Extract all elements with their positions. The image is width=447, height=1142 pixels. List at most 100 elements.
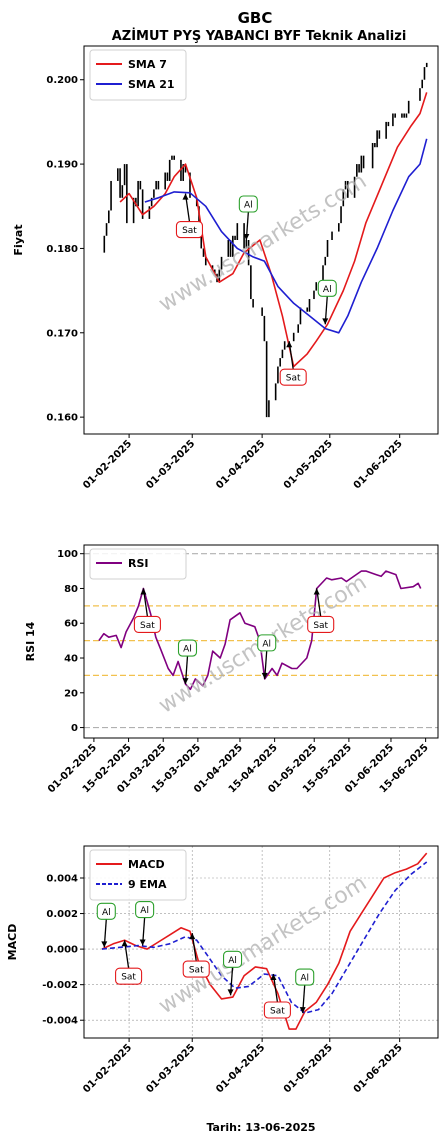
y-tick-label: 0.170 [46, 328, 78, 339]
plot-area [84, 846, 438, 1038]
x-tick-label: 01-06-2025 [352, 438, 405, 491]
y-axis-label: RSI 14 [24, 621, 37, 661]
y-tick-label: 0.004 [46, 874, 78, 885]
buy-signal-label: Al [228, 956, 237, 966]
x-tick-label: 01-02-2025 [81, 1042, 134, 1095]
y-tick-label: 0.190 [46, 160, 78, 171]
annotation-box [182, 960, 210, 978]
sell-signal-label: Sat [286, 374, 301, 384]
series-macd-line [101, 852, 428, 1030]
y-tick-label: 0.160 [46, 413, 78, 424]
buy-signal-label: Al [300, 974, 309, 984]
x-tick-label: 01-03-2025 [144, 438, 197, 491]
legend-box [89, 548, 187, 580]
y-tick-label: 0.180 [46, 244, 78, 255]
annotation-box [279, 368, 307, 386]
legend-label: 9 EMA [128, 878, 167, 891]
annotation-box [135, 901, 155, 919]
x-tick-label: 01-02-2025 [81, 438, 134, 491]
y-tick-label: 0.002 [46, 909, 78, 920]
annotation-box [96, 902, 116, 920]
annotation-box [307, 615, 335, 634]
annotation-arrowhead [299, 1007, 306, 1014]
legend-box [89, 849, 187, 901]
annotation-arrowhead [182, 678, 189, 685]
figure-title: AZİMUT PYŞ YABANCI BYF Teknik Analizi [112, 28, 407, 44]
figure-symbol: GBC [238, 9, 273, 27]
sell-signal-label: Sat [140, 621, 155, 631]
annotation-arrowhead [261, 672, 268, 679]
buy-signal-label: Al [140, 906, 149, 916]
y-tick-label: 20 [64, 688, 78, 699]
annotation-arrowhead [322, 318, 329, 325]
x-tick-label: 01-04-2025 [214, 438, 267, 491]
y-tick-label: 100 [57, 549, 78, 560]
buy-signal-label: Al [262, 639, 271, 649]
sell-signal-label: Sat [313, 621, 328, 631]
y-axis-label: MACD [6, 924, 19, 961]
annotation-arrowhead [243, 234, 250, 240]
sell-signal-label: Sat [121, 973, 136, 983]
axes-frame [83, 845, 439, 1039]
annotation-arrowhead [182, 193, 189, 200]
plot-area [103, 62, 428, 418]
x-tick-label: 01-05-2025 [282, 438, 335, 491]
x-tick-label: 01-05-2025 [282, 1042, 335, 1095]
sell-signal-label: Sat [270, 1007, 285, 1017]
annotation-box [177, 639, 198, 657]
legend-label: RSI [128, 557, 149, 570]
annotation-box [263, 1001, 291, 1019]
annotation-arrowhead [139, 939, 146, 946]
rsi-panel: www.uscmarkets.comSatAlAlSat020406080100… [24, 544, 439, 795]
annotation-box [115, 967, 143, 985]
annotation-arrowhead [101, 941, 108, 948]
annotation-box [133, 615, 161, 634]
y-tick-label: 40 [64, 654, 78, 665]
legend-label: MACD [128, 858, 165, 871]
annotation-arrowhead [140, 588, 147, 595]
buy-signal-label: Al [323, 285, 332, 295]
series-9-ema-line [101, 861, 428, 1014]
y-tick-label: 0.000 [46, 945, 78, 956]
x-tick-label: 01-04-2025 [214, 1042, 267, 1095]
y-tick-label: 80 [64, 584, 78, 595]
macd-panel: www.uscmarkets.comAlSatAlSatAlSatAl-0.00… [6, 845, 439, 1095]
watermark-text: www.uscmarkets.com [154, 871, 371, 1019]
legend-label: SMA 21 [128, 78, 175, 91]
annotation-arrowhead [270, 974, 277, 980]
sell-signal-label: Sat [182, 226, 197, 236]
y-tick-label: 0.200 [46, 75, 78, 86]
annotation-box [295, 968, 315, 986]
x-tick-label: 01-03-2025 [144, 1042, 197, 1095]
y-tick-label: -0.004 [42, 1016, 78, 1027]
axes-frame [83, 45, 439, 435]
series-sma-21-line [144, 138, 428, 334]
sell-signal-label: Sat [189, 966, 204, 976]
series-rsi-line [98, 570, 422, 691]
y-axis-label: Fiyat [12, 224, 25, 255]
annotation-box [238, 195, 258, 213]
annotation-arrowhead [227, 989, 234, 996]
annotation-arrowhead [286, 341, 293, 348]
annotation-arrowhead [313, 588, 320, 595]
annotation-arrowhead [121, 940, 128, 947]
watermark-text: www.uscmarkets.com [154, 169, 371, 317]
y-tick-label: -0.002 [42, 980, 78, 991]
legend-box [89, 49, 187, 101]
annotation-box [257, 634, 277, 652]
macd-xlabel: Tarih: 13-06-2025 [206, 1121, 315, 1134]
annotation-box [175, 221, 204, 239]
y-tick-label: 60 [64, 619, 78, 630]
x-tick-label: 01-06-2025 [352, 1042, 405, 1095]
legend-label: SMA 7 [128, 58, 167, 71]
annotation-box [223, 950, 243, 968]
y-tick-label: 0 [71, 723, 78, 734]
annotation-arrowhead [189, 933, 196, 940]
buy-signal-label: Al [102, 908, 111, 918]
buy-signal-label: Al [183, 645, 192, 655]
axes-frame [83, 544, 439, 739]
buy-signal-label: Al [244, 201, 253, 211]
annotation-box [317, 279, 337, 297]
price-panel: www.uscmarkets.comSatAlSatAl0.1600.1700.… [12, 45, 439, 491]
